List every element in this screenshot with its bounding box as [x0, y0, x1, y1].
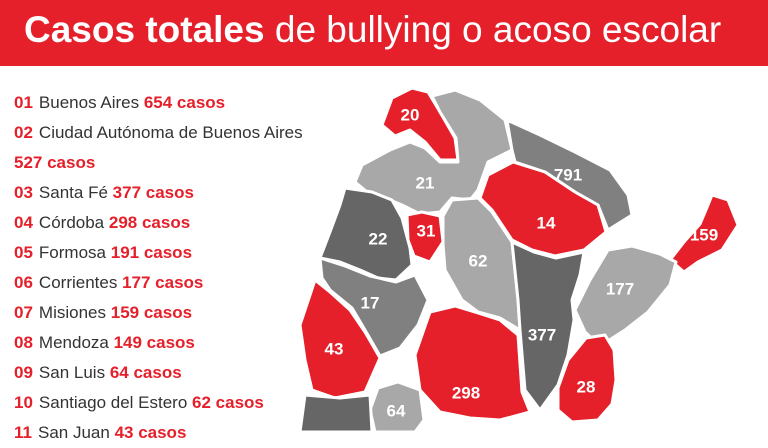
rank-number: 04 [14, 213, 33, 232]
title-bold: Casos totales [24, 9, 265, 50]
province-name: Mendoza [38, 333, 109, 352]
case-count: 298 casos [108, 213, 191, 232]
province-name: San Juan [37, 423, 110, 442]
province-name: Ciudad Autónoma de Buenos Aires [38, 123, 303, 142]
case-count: 43 casos [114, 423, 187, 442]
region-misiones [668, 193, 740, 274]
region-santiago [441, 196, 522, 332]
province-name: Corrientes [38, 273, 118, 292]
rank-number: 06 [14, 273, 33, 292]
list-item: 08 Mendoza 149 casos [14, 328, 334, 358]
region-mendoza [298, 393, 374, 432]
rank-number: 11 [14, 423, 32, 442]
rank-number: 03 [14, 183, 33, 202]
region-label: 31 [417, 221, 436, 240]
region-label: 298 [452, 383, 480, 402]
region-label: 377 [528, 325, 556, 344]
case-count: 149 casos [113, 333, 195, 352]
rank-number: 05 [14, 243, 33, 262]
region-label: 791 [554, 165, 582, 184]
rank-number: 01 [14, 93, 33, 112]
list-item: 10 Santiago del Estero 62 casos [14, 388, 334, 418]
list-item: 04 Córdoba 298 casos [14, 208, 334, 238]
case-count: 64 casos [109, 363, 182, 382]
region-entre-rios [556, 333, 618, 424]
region-tucuman [405, 210, 445, 264]
rank-number: 09 [14, 363, 33, 382]
title-rest: de bullying o acoso escolar [264, 9, 722, 50]
region-jujuy [380, 86, 460, 162]
region-label: 20 [401, 105, 420, 124]
province-map: 20 21 791 14 159 22 31 62 177 17 377 43 … [298, 86, 740, 432]
region-label: 28 [577, 377, 596, 396]
case-count: 654 casos [143, 93, 226, 112]
rank-number: 08 [14, 333, 33, 352]
region-label: 21 [416, 173, 435, 192]
province-name: Santiago del Estero [38, 393, 188, 412]
rank-number: 02 [14, 123, 33, 142]
list-item: 09 San Luis 64 casos [14, 358, 334, 388]
province-name: Misiones [38, 303, 107, 322]
region-label: 22 [369, 229, 388, 248]
ranking-list: 01 Buenos Aires 654 casos 02 Ciudad Autóno… [14, 88, 334, 448]
region-label: 43 [325, 339, 344, 358]
case-count: 177 casos [122, 273, 204, 292]
province-name: Santa Fé [38, 183, 108, 202]
list-item: 02 Ciudad Autónoma de Buenos Aires 527 ca… [14, 118, 314, 178]
province-name: Córdoba [38, 213, 105, 232]
list-item: 11 San Juan 43 casos [14, 418, 334, 448]
rank-number: 07 [14, 303, 33, 322]
list-item: 03 Santa Fé 377 casos [14, 178, 334, 208]
header-banner: Casos totales de bullying o acoso escola… [0, 0, 768, 66]
list-item: 07 Misiones 159 casos [14, 298, 334, 328]
case-count: 527 casos [14, 153, 96, 172]
region-label: 14 [537, 213, 556, 232]
region-label: 62 [469, 251, 488, 270]
list-item: 05 Formosa 191 casos [14, 238, 334, 268]
province-name: Buenos Aires [38, 93, 140, 112]
province-name: Formosa [38, 243, 106, 262]
case-count: 62 casos [192, 393, 264, 412]
page-title: Casos totales de bullying o acoso escola… [24, 6, 721, 54]
region-label: 159 [690, 225, 718, 244]
list-item: 01 Buenos Aires 654 casos [14, 88, 334, 118]
case-count: 191 casos [110, 243, 193, 262]
region-corrientes [573, 244, 678, 348]
region-label: 64 [387, 401, 406, 420]
region-santa-fe [510, 240, 586, 412]
region-san-juan [298, 278, 382, 400]
region-la-rioja [318, 256, 430, 358]
case-count: 159 casos [110, 303, 193, 322]
list-item: 06 Corrientes 177 casos [14, 268, 334, 298]
region-label: 177 [606, 279, 634, 298]
rank-number: 10 [14, 393, 33, 412]
province-name: San Luis [38, 363, 106, 382]
region-label: 17 [361, 293, 380, 312]
case-count: 377 casos [112, 183, 194, 202]
